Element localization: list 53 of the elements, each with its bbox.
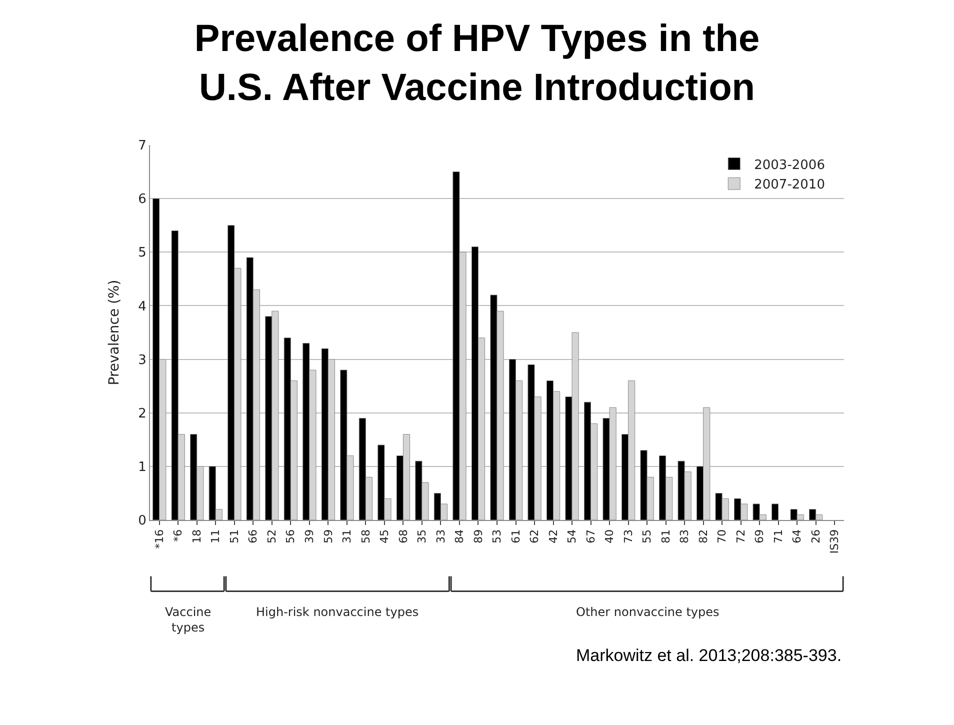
x-tick-label: *16 <box>152 529 166 549</box>
x-tick-label: 64 <box>790 529 804 544</box>
x-tick-label: *6 <box>172 529 185 542</box>
y-tick-label: 2 <box>138 406 146 422</box>
x-tick-label: 18 <box>190 529 204 544</box>
x-tick-label: 53 <box>490 529 504 544</box>
x-tick-label: 70 <box>716 529 729 544</box>
x-tick-label: 67 <box>584 529 598 544</box>
x-tick-label: 52 <box>265 529 278 544</box>
x-tick-label: 69 <box>753 529 766 544</box>
y-tick-label: 4 <box>138 299 146 314</box>
legend-label: 2003-2006 <box>754 158 825 173</box>
y-tick-label: 1 <box>138 460 146 475</box>
x-tick-label: 61 <box>509 529 522 544</box>
x-tick-label: 73 <box>622 529 635 544</box>
y-axis-title: Prevalence (%) <box>106 280 123 386</box>
x-tick-label: 84 <box>453 529 466 544</box>
x-tick-label: 11 <box>209 529 222 544</box>
x-tick-label: 56 <box>284 529 298 544</box>
x-tick-label: 89 <box>472 529 485 544</box>
chart-title: Prevalence of HPV Types in the U.S. After Vaccine Introduction <box>194 18 760 110</box>
x-tick-label: 40 <box>603 529 616 544</box>
x-tick-label: 26 <box>809 529 822 544</box>
x-tick-label: 68 <box>396 529 410 544</box>
x-tick-label: IS39 <box>828 529 842 554</box>
text: Vaccine types <box>165 605 212 635</box>
x-tick-label: 55 <box>640 529 654 544</box>
x-tick-label: 81 <box>659 529 672 544</box>
y-tick-label: 3 <box>138 352 146 368</box>
x-tick-label: 71 <box>772 529 785 544</box>
x-tick-label: 66 <box>246 529 260 544</box>
x-tick-label: 59 <box>322 529 335 544</box>
y-tick-label: 7 <box>138 138 146 154</box>
x-tick-label: 62 <box>528 529 542 544</box>
y-tick-label: 5 <box>138 246 146 261</box>
x-tick-label: 31 <box>340 529 354 544</box>
x-tick-label: 82 <box>696 529 710 544</box>
x-tick-label: 51 <box>228 529 241 544</box>
y-tick-label: 6 <box>138 192 146 208</box>
x-tick-label: 42 <box>546 529 560 544</box>
x-tick-label: 83 <box>678 529 692 544</box>
x-tick-label: 33 <box>434 529 448 544</box>
x-tick-label: 72 <box>734 529 748 544</box>
x-tick-label: 58 <box>359 529 372 544</box>
x-tick-label: 54 <box>566 529 579 544</box>
text: High-risk nonvaccine types <box>256 605 419 619</box>
text: Other nonvaccine types <box>576 605 720 619</box>
text: Markowitz et al. 2013;208:385-393. <box>576 646 842 665</box>
x-tick-label: 35 <box>416 529 429 544</box>
legend-label: 2007-2010 <box>754 178 825 193</box>
x-tick-label: 45 <box>378 529 392 544</box>
x-tick-label: 39 <box>303 529 316 544</box>
y-tick-label: 0 <box>138 514 146 529</box>
